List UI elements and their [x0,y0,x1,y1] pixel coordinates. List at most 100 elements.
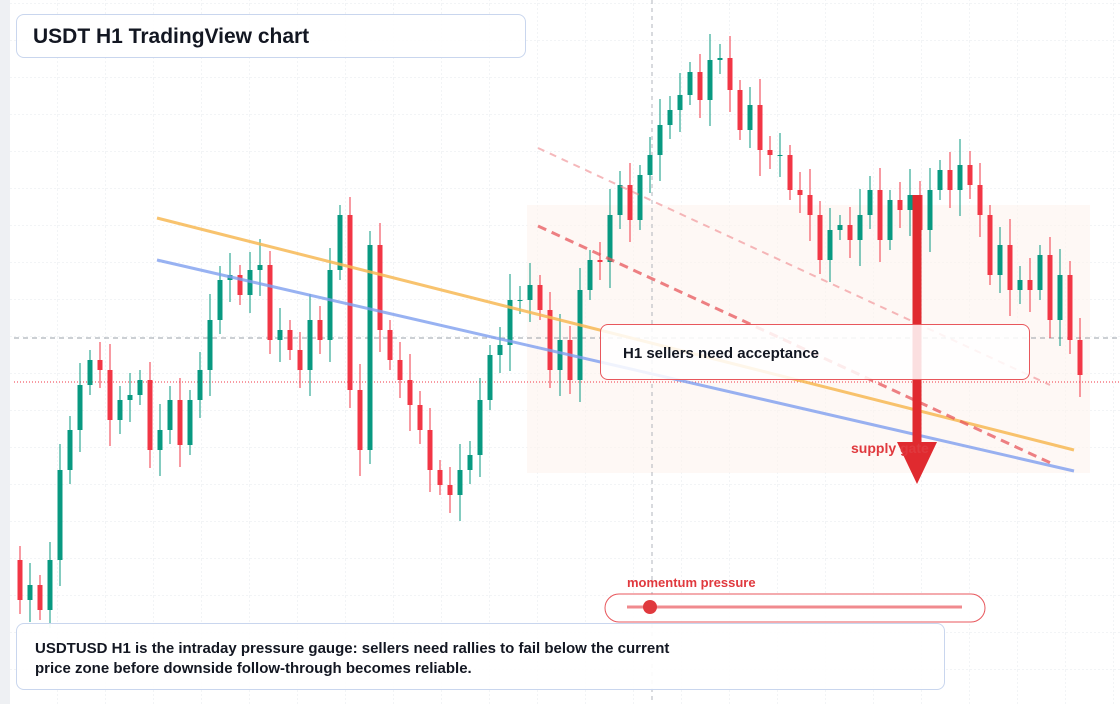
candle-body [567,340,573,380]
candle-body [647,155,653,175]
candle-body [807,195,813,215]
candle-body [517,300,523,301]
candle-body [207,320,213,370]
candle-body [667,110,673,125]
candle-body [197,370,203,400]
candle-body [897,200,903,210]
candle-body [97,360,103,370]
candle-body [587,260,593,290]
candles [17,34,1083,628]
candle-body [107,370,113,420]
candle-body [507,300,513,345]
trendline-red [537,224,1056,467]
candle-body [867,190,873,215]
candle-body [947,170,953,190]
candle-body [377,245,383,330]
candle-body [397,360,403,380]
candle-body [417,405,423,430]
candle-body [657,125,663,155]
candle-body [927,190,933,230]
candle-body [527,285,533,300]
candle-body [357,390,363,450]
candle-body [717,58,723,60]
candle-body [267,265,273,340]
candle-body [1037,255,1043,290]
candle-body [617,185,623,215]
candle-body [597,260,603,262]
candle-body [537,285,543,310]
candle-body [697,72,703,100]
candle-body [677,95,683,110]
candle-body [607,215,613,262]
annotation: H1 sellers need acceptance [623,345,819,362]
candle-body [307,320,313,370]
candle-body [187,400,193,445]
candle-body [817,215,823,260]
title-box: USDT H1 TradingView chart [16,14,526,58]
candle-body [627,185,633,220]
candle-body [427,430,433,470]
candle-body [47,560,53,610]
candle-body [907,195,913,210]
description-box: USDTUSD H1 is the intraday pressure gaug… [16,623,945,690]
candle-body [787,155,793,190]
candle-body [827,230,833,260]
candle-body [877,190,883,240]
candle-body [437,470,443,485]
candle-body [767,150,773,155]
candle-body [237,275,243,295]
candle-body [177,400,183,445]
candle-body [477,400,483,455]
candle-body [757,105,763,150]
candle-body [147,380,153,450]
candle-body [1007,245,1013,290]
candle-body [457,470,463,495]
candle-body [797,190,803,195]
candle-body [257,265,263,270]
candle-body [997,245,1003,275]
candle-body [67,430,73,470]
candle-body [847,225,853,240]
candle-body [727,58,733,90]
candle-body [347,215,353,390]
annotation-box: H1 sellers need acceptance [600,324,1030,380]
chart-title: USDT H1 TradingView chart [33,25,310,48]
candle-body [117,400,123,420]
candle-body [447,485,453,495]
candle-body [967,165,973,185]
candle-body [737,90,743,130]
candle-body [467,455,473,470]
candle-body [1017,280,1023,290]
candle-body [1027,280,1033,290]
candle-body [577,290,583,380]
zone-label: supply gate [851,440,929,456]
candle-body [57,470,63,560]
candle-body [297,350,303,370]
candle-body [707,60,713,100]
candle-body [547,310,553,370]
candle-body [127,395,133,400]
candle-body [1047,255,1053,320]
candle-body [367,245,373,450]
candle-body [317,320,323,340]
candle-body [557,340,563,370]
gauge-label: momentum pressure [627,575,756,590]
left-strip [0,0,10,704]
candle-body [687,72,693,95]
description: USDTUSD H1 is the intraday pressure gaug… [35,640,670,677]
candle-body [77,385,83,430]
candle-body [27,585,33,600]
candle-body [337,215,343,270]
candle-body [1067,275,1073,340]
candle-body [887,200,893,240]
candle-body [407,380,413,405]
candle-body [777,155,783,156]
candle-body [327,270,333,340]
candle-body [137,380,143,395]
candle-body [217,280,223,320]
candle-body [957,165,963,190]
candle-body [87,360,93,385]
candle-body [637,175,643,220]
candle-body [487,355,493,400]
